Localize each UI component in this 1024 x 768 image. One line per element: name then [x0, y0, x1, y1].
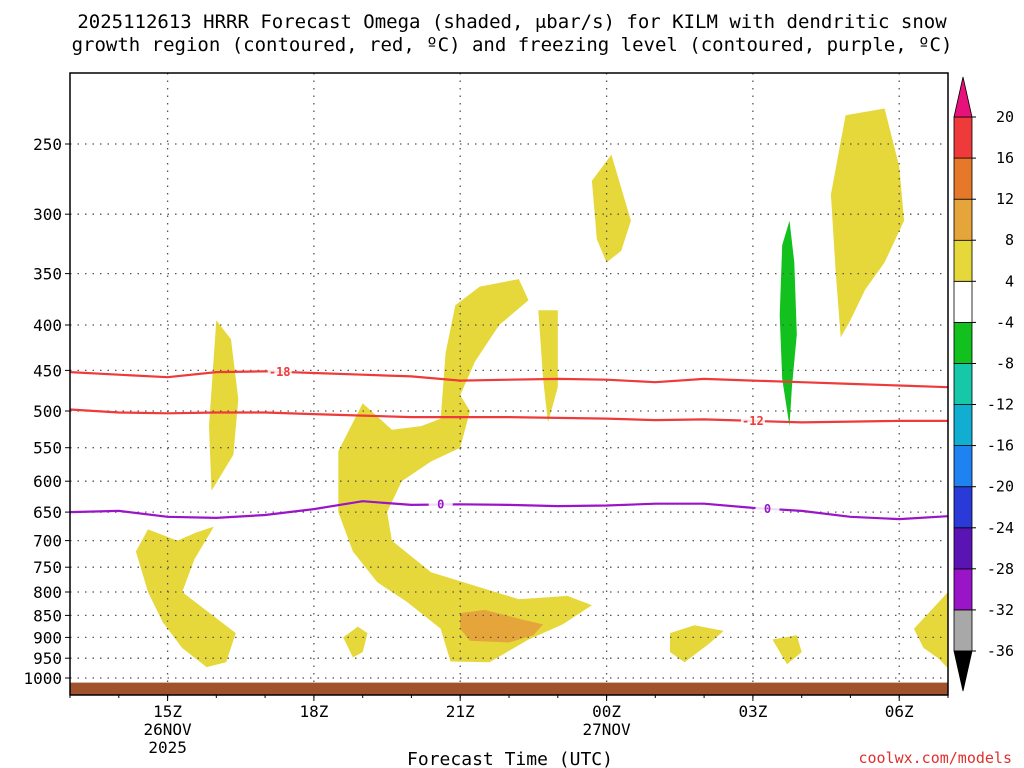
x-tick-date-00Z: 27NOV	[583, 720, 632, 739]
colorbar-swatch-5	[953, 404, 973, 446]
credit-text: coolwx.com/models	[858, 749, 1012, 767]
contour-line--12C	[70, 408, 948, 424]
x-tick-label-06Z: 06Z	[885, 702, 914, 721]
colorbar-swatch-6	[953, 363, 973, 405]
x-tick-year-15Z: 2025	[148, 738, 187, 757]
omega-region-orange-22z	[460, 609, 544, 643]
y-tick-label-350: 350	[33, 265, 62, 284]
y-tick-label-300: 300	[33, 205, 62, 224]
grid-lines	[70, 73, 948, 695]
contour-label--12C-0: -12	[742, 414, 764, 428]
x-tick-date-15Z: 26NOV	[144, 720, 193, 739]
x-tick-label-03Z: 03Z	[738, 702, 767, 721]
chart-title-line-1: 2025112613 HRRR Forecast Omega (shaded, …	[77, 11, 947, 33]
colorbar-label--12: -12	[987, 396, 1014, 414]
y-tick-label-750: 750	[33, 558, 62, 577]
omega-region-yellow-16z	[209, 320, 239, 491]
colorbar-swatch-0	[953, 609, 973, 652]
colorbar-swatch-2	[953, 527, 973, 570]
colorbar-swatch-1	[953, 568, 973, 611]
colorbar-swatch-12	[953, 116, 973, 159]
colorbar-label--36: -36	[987, 642, 1014, 660]
omega-region-yellow-23z-small	[538, 310, 558, 423]
colorbar-label-12: 12	[996, 190, 1014, 208]
colorbar-swatch-8	[953, 280, 973, 323]
omega-region-yellow-18z-small	[343, 626, 368, 658]
x-axis-label: Forecast Time (UTC)	[407, 749, 613, 768]
contour-label-0C-1: 0	[764, 502, 771, 516]
ground-surface	[70, 682, 948, 695]
colorbar-under-arrow	[953, 650, 973, 692]
colorbar-swatch-4	[953, 445, 973, 488]
omega-region-green-20z-upper	[404, 162, 414, 271]
omega-region-yellow-04z-low	[772, 635, 802, 665]
y-tick-label-550: 550	[33, 439, 62, 458]
contour-label-bg	[740, 413, 765, 428]
temperature-contours: -18 -12 0 0	[70, 364, 948, 521]
omega-region-yellow-00z-top	[591, 154, 631, 263]
colorbar-swatch-11	[953, 157, 973, 200]
contour-label-bg	[267, 364, 292, 379]
colorbar-label--24: -24	[987, 519, 1014, 537]
colorbar-label--8: -8	[996, 355, 1014, 373]
colorbar-label--16: -16	[987, 437, 1014, 455]
colorbar-label--20: -20	[987, 478, 1014, 496]
colorbar-label-4: 4	[1005, 272, 1014, 290]
omega-region-yellow-07z-low	[913, 592, 948, 669]
x-tick-label-21Z: 21Z	[446, 702, 475, 721]
y-tick-label-700: 700	[33, 532, 62, 551]
colorbar-swatch-9	[953, 239, 973, 282]
omega-region-yellow-02z-low	[670, 625, 724, 663]
omega-region-green-15z	[113, 307, 180, 459]
omega-region-teal-03z	[779, 220, 797, 427]
omega-region-yellow-19z-tall	[338, 279, 592, 663]
contour-label--18C-0: -18	[269, 365, 291, 379]
y-tick-label-250: 250	[33, 135, 62, 154]
colorbar: -36 -32 -28 -24 -20 -16 -12 -8 -4 4 8 12 16 20	[953, 76, 1014, 692]
y-tick-label-600: 600	[33, 472, 62, 491]
colorbar-label--28: -28	[987, 560, 1014, 578]
ground-bar	[70, 682, 948, 695]
contour-line-0C	[70, 500, 948, 521]
chart-title-line-2: growth region (contoured, red, ºC) and f…	[72, 34, 953, 56]
y-axis: 250 300 350 400 450 500 550 600 650 700 750 800 850 9…	[23, 135, 70, 688]
contour-label-bg	[755, 501, 780, 516]
colorbar-label-20: 20	[996, 108, 1014, 126]
omega-region-green-06z	[879, 370, 948, 573]
y-tick-label-800: 800	[33, 583, 62, 602]
colorbar-label-16: 16	[996, 149, 1014, 167]
colorbar-swatch-7	[953, 321, 973, 364]
colorbar-label--4: -4	[996, 313, 1014, 331]
colorbar-label--32: -32	[987, 601, 1014, 619]
colorbar-label-8: 8	[1005, 231, 1014, 249]
y-tick-label-850: 850	[33, 606, 62, 625]
colorbar-swatch-3	[953, 486, 973, 529]
x-tick-label-18Z: 18Z	[299, 702, 328, 721]
y-tick-label-500: 500	[33, 402, 62, 421]
y-tick-label-1000: 1000	[23, 669, 62, 688]
y-tick-label-650: 650	[33, 503, 62, 522]
y-tick-label-900: 900	[33, 628, 62, 647]
x-tick-label-00Z: 00Z	[592, 702, 621, 721]
contour-label-0C-0: 0	[437, 498, 444, 512]
colorbar-over-arrow	[953, 76, 973, 118]
y-tick-label-950: 950	[33, 649, 62, 668]
omega-shaded-regions	[113, 108, 948, 669]
omega-region-yellow-05z-top	[830, 108, 905, 338]
y-tick-label-450: 450	[33, 361, 62, 380]
contour-label-bg	[428, 497, 453, 512]
x-tick-label-15Z: 15Z	[153, 702, 182, 721]
y-tick-label-400: 400	[33, 316, 62, 335]
colorbar-swatch-10	[953, 198, 973, 241]
omega-region-yellow-15z-low	[135, 526, 236, 668]
contour-line--18C	[70, 370, 948, 389]
